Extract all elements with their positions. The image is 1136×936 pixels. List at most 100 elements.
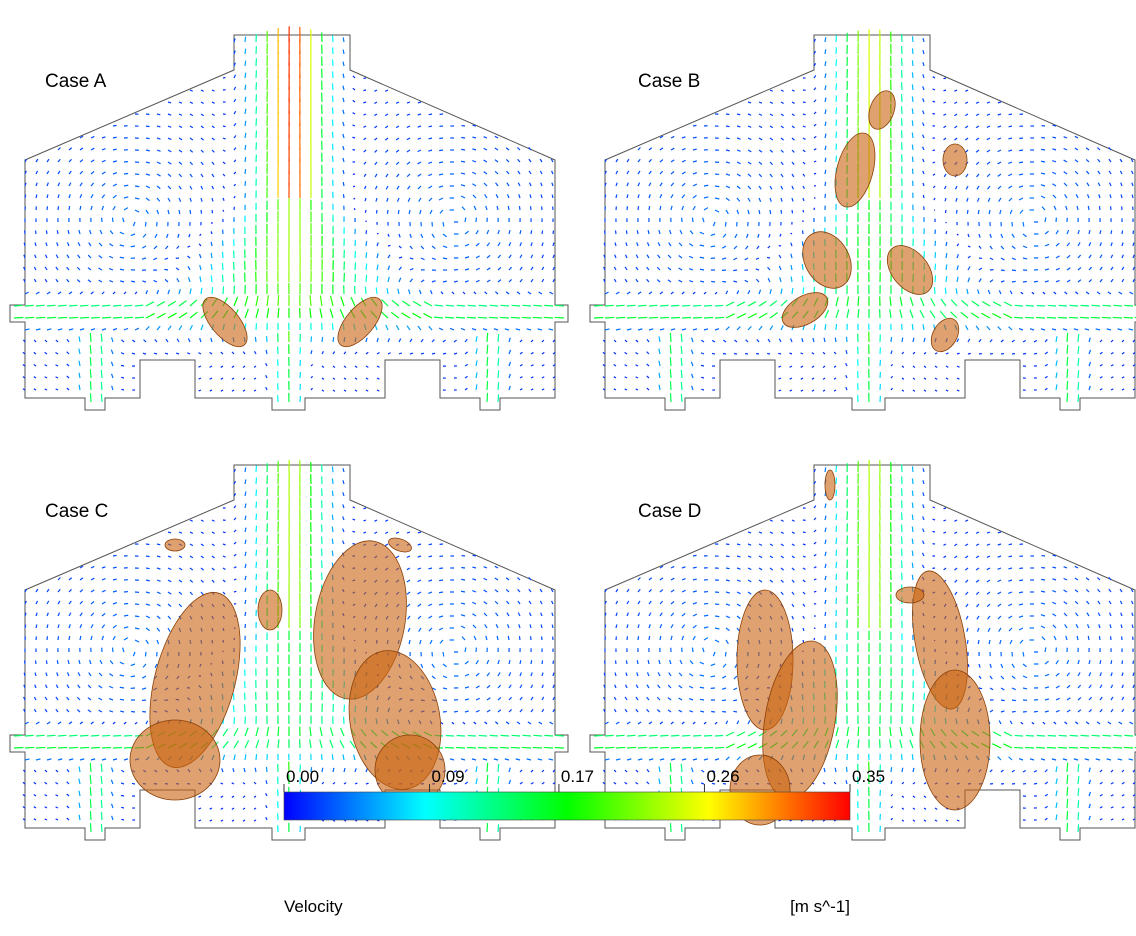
velocity-vector (803, 532, 806, 533)
velocity-vector (768, 339, 770, 342)
velocity-vector (715, 616, 719, 617)
velocity-vector (131, 281, 135, 282)
velocity-vector (529, 159, 531, 162)
velocity-vector (670, 345, 671, 354)
velocity-vector (418, 174, 421, 176)
velocity-vector (245, 121, 246, 126)
velocity-vector (1111, 795, 1113, 796)
velocity-vector (1008, 568, 1012, 569)
velocity-vector (605, 305, 614, 306)
velocity-vector (670, 763, 671, 772)
velocity-vector (812, 390, 814, 391)
velocity-vector (1076, 624, 1078, 628)
velocity-vector (495, 292, 498, 294)
velocity-vector (976, 532, 979, 533)
velocity-vector (518, 589, 520, 592)
velocity-vector (1052, 759, 1056, 760)
velocity-vector (891, 794, 893, 796)
velocity-vector (976, 114, 979, 116)
velocity-vector (36, 625, 37, 628)
velocity-vector (212, 90, 215, 91)
velocity-vector (99, 686, 102, 688)
velocity-vector (385, 150, 388, 152)
velocity-vector (69, 722, 72, 724)
velocity-vector (1100, 770, 1102, 772)
velocity-vector (113, 759, 117, 760)
velocity-vector (58, 194, 59, 198)
velocity-vector (792, 520, 795, 521)
velocity-vector (891, 337, 892, 342)
velocity-vector (1067, 823, 1068, 832)
velocity-vector (428, 174, 432, 176)
velocity-vector (1100, 685, 1102, 688)
velocity-vector (201, 210, 202, 214)
velocity-vector (80, 601, 83, 604)
velocity-vector (961, 312, 968, 318)
velocity-vector (825, 182, 826, 186)
velocity-vector (541, 183, 542, 186)
velocity-vector (987, 592, 990, 594)
velocity-vector (145, 652, 146, 656)
velocity-vector (377, 390, 379, 391)
velocity-vector (1133, 685, 1134, 688)
velocity-vector (496, 183, 498, 186)
velocity-vector (943, 90, 946, 91)
velocity-vector (792, 210, 793, 213)
velocity-vector (267, 295, 268, 306)
velocity-vector (902, 366, 904, 368)
velocity-vector (407, 174, 410, 177)
velocity-vector (120, 269, 124, 270)
velocity-vector (343, 146, 344, 150)
velocity-vector (825, 37, 826, 42)
velocity-vector (625, 365, 627, 366)
velocity-vector (439, 186, 443, 187)
velocity-vector (704, 208, 708, 210)
velocity-vector (121, 365, 124, 366)
velocity-vector (770, 186, 772, 189)
velocity-vector (657, 710, 660, 712)
velocity-vector (355, 390, 357, 391)
velocity-vector (549, 329, 553, 330)
velocity-vector (68, 230, 69, 234)
velocity-vector (924, 338, 925, 342)
velocity-vector (649, 735, 657, 736)
velocity-vector (198, 796, 201, 797)
velocity-vector (987, 544, 990, 545)
velocity-vector (636, 279, 638, 282)
velocity-vector (1045, 257, 1049, 258)
velocity-vector (900, 309, 902, 318)
velocity-vector (146, 556, 150, 557)
velocity-vector (474, 722, 476, 724)
velocity-vector (998, 532, 1001, 533)
velocity-vector (770, 301, 777, 306)
velocity-vector (355, 378, 357, 379)
velocity-vector (1067, 357, 1068, 366)
velocity-vector (245, 145, 246, 150)
velocity-vector (190, 90, 193, 91)
velocity-vector (1111, 255, 1113, 258)
velocity-vector (386, 174, 388, 177)
velocity-vector (157, 126, 160, 127)
velocity-vector (364, 162, 366, 164)
iso-surface (195, 290, 255, 354)
velocity-vector (402, 301, 410, 306)
velocity-vector (682, 137, 685, 138)
velocity-vector (671, 624, 673, 628)
velocity-vector (638, 194, 639, 198)
velocity-vector (221, 366, 223, 367)
velocity-vector (693, 317, 702, 318)
velocity-vector (987, 604, 990, 607)
velocity-vector (542, 352, 544, 354)
velocity-vector (353, 507, 355, 508)
velocity-vector (1078, 672, 1080, 676)
velocity-vector (58, 147, 60, 150)
velocity-vector (355, 352, 357, 354)
velocity-vector (157, 174, 161, 176)
velocity-vector (649, 601, 651, 604)
velocity-vector (552, 625, 553, 628)
velocity-vector (36, 722, 39, 724)
velocity-vector (614, 267, 616, 270)
velocity-vector (341, 297, 344, 306)
velocity-vector (649, 317, 658, 318)
velocity-vector (366, 275, 367, 282)
